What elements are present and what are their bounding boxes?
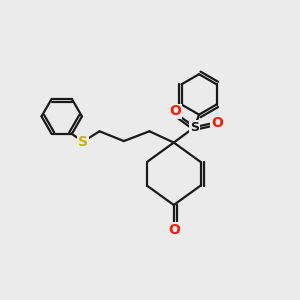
Text: O: O bbox=[211, 116, 223, 130]
Text: S: S bbox=[78, 135, 88, 149]
Text: O: O bbox=[169, 104, 181, 118]
Text: O: O bbox=[168, 223, 180, 237]
Text: S: S bbox=[190, 121, 199, 134]
